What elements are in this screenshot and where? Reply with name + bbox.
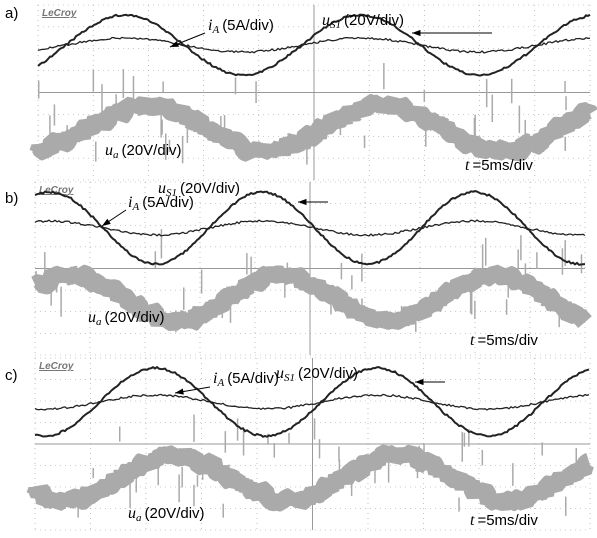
brand: LeCroy (39, 185, 74, 196)
brand: LeCroy (42, 8, 77, 19)
time-symbol: t (470, 512, 475, 529)
current-subscript: A (216, 377, 224, 389)
panel-label: a) (5, 5, 18, 22)
output-voltage-subscript: a (96, 316, 102, 328)
output-voltage-subscript: a (136, 512, 142, 524)
grid-voltage-subscript: S1 (330, 19, 341, 31)
time-scale: =5ms/div (477, 512, 538, 529)
figure: a)LeCroyiA(5A/div)uS1(20V/div)ua(20V/div… (0, 0, 597, 538)
output-voltage-scale: (20V/div) (122, 142, 182, 159)
panel-label: b) (5, 190, 18, 207)
current-scale: (5A/div) (222, 17, 274, 34)
time-scale: =5ms/div (477, 332, 538, 349)
brand: LeCroy (39, 361, 74, 372)
time-symbol: t (465, 157, 470, 174)
grid-voltage-scale: (20V/div) (180, 180, 240, 197)
grid-voltage-subscript: S1 (166, 187, 177, 199)
current-subscript: A (131, 201, 139, 213)
output-voltage-symbol: u (105, 142, 113, 159)
grid-voltage-symbol: u (158, 180, 166, 197)
current-scale: (5A/div) (227, 370, 279, 387)
grid-voltage-subscript: S1 (284, 372, 295, 384)
output-voltage-scale: (20V/div) (105, 309, 165, 326)
time-symbol: t (470, 332, 475, 349)
current-subscript: A (211, 24, 219, 36)
time-scale: =5ms/div (472, 157, 533, 174)
panel-label: c) (5, 367, 18, 384)
output-voltage-symbol: u (128, 505, 136, 522)
output-voltage-scale: (20V/div) (145, 505, 205, 522)
grid-voltage-scale: (20V/div) (344, 12, 404, 29)
output-voltage-subscript: a (113, 149, 119, 161)
time-label: t=5ms/div (465, 157, 533, 174)
time-label: t=5ms/div (470, 332, 538, 349)
grid-voltage-symbol: u (322, 12, 330, 29)
time-label: t=5ms/div (470, 512, 538, 529)
output-voltage-symbol: u (88, 309, 96, 326)
grid-voltage-symbol: u (276, 365, 284, 382)
grid-voltage-scale: (20V/div) (298, 365, 358, 382)
